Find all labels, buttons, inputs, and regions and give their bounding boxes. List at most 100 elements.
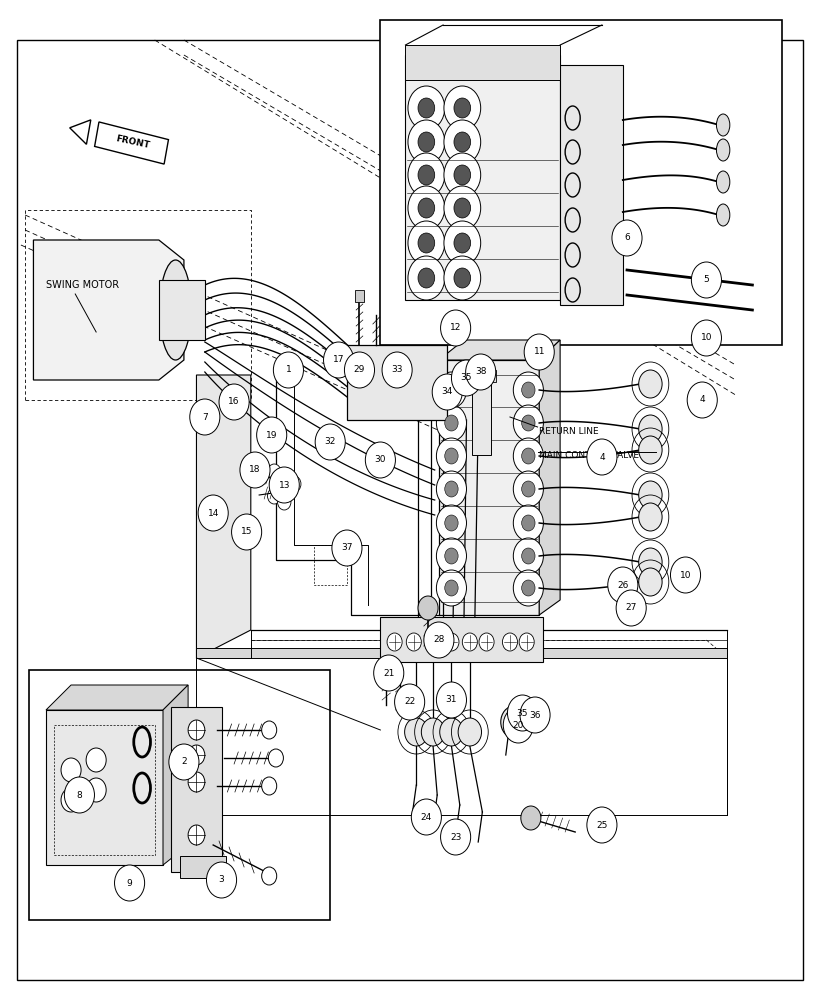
Text: 27: 27: [625, 603, 637, 612]
Circle shape: [169, 744, 199, 780]
Circle shape: [418, 268, 435, 288]
Circle shape: [288, 476, 301, 492]
Text: 13: 13: [278, 481, 290, 489]
Circle shape: [278, 494, 291, 510]
Circle shape: [608, 567, 638, 603]
Circle shape: [639, 370, 662, 398]
Circle shape: [408, 186, 445, 230]
Circle shape: [432, 374, 462, 410]
Circle shape: [115, 865, 145, 901]
Text: 10: 10: [701, 334, 712, 342]
Circle shape: [503, 707, 533, 743]
Text: 17: 17: [333, 356, 344, 364]
Text: 35: 35: [461, 373, 472, 382]
Text: 33: 33: [391, 365, 403, 374]
Text: 26: 26: [617, 580, 629, 589]
Polygon shape: [439, 360, 539, 615]
Text: 20: 20: [512, 720, 524, 730]
Circle shape: [522, 548, 535, 564]
Text: 10: 10: [680, 570, 691, 580]
Text: 24: 24: [421, 812, 432, 822]
Bar: [180, 856, 226, 878]
Circle shape: [436, 505, 466, 541]
Circle shape: [639, 436, 662, 464]
Circle shape: [408, 256, 445, 300]
Circle shape: [444, 256, 481, 300]
Bar: [29, 670, 330, 920]
Circle shape: [374, 655, 404, 691]
Circle shape: [418, 165, 435, 185]
Circle shape: [445, 548, 458, 564]
Circle shape: [418, 198, 435, 218]
Text: 31: 31: [446, 696, 457, 704]
Ellipse shape: [716, 171, 730, 193]
Circle shape: [454, 165, 471, 185]
Text: 12: 12: [450, 324, 461, 332]
Polygon shape: [196, 648, 727, 658]
Polygon shape: [163, 685, 188, 865]
Bar: [380, 20, 782, 345]
Bar: [472, 380, 491, 455]
Circle shape: [240, 452, 270, 488]
Polygon shape: [33, 240, 184, 380]
Text: 38: 38: [475, 367, 487, 376]
Circle shape: [418, 132, 435, 152]
Text: 4: 4: [599, 452, 604, 462]
Circle shape: [188, 772, 205, 792]
Text: 2: 2: [181, 758, 186, 766]
Circle shape: [451, 360, 482, 396]
Circle shape: [190, 399, 220, 435]
Bar: [355, 290, 364, 302]
Text: 32: 32: [324, 438, 336, 446]
Circle shape: [219, 384, 249, 420]
Circle shape: [454, 198, 471, 218]
Circle shape: [454, 233, 471, 253]
Circle shape: [445, 580, 458, 596]
Text: 23: 23: [450, 832, 461, 842]
Circle shape: [61, 788, 81, 812]
Circle shape: [687, 382, 717, 418]
Circle shape: [198, 495, 228, 531]
Text: 7: 7: [202, 412, 207, 422]
Circle shape: [445, 382, 458, 398]
Polygon shape: [196, 375, 251, 658]
Circle shape: [421, 718, 445, 746]
Circle shape: [587, 807, 617, 843]
Circle shape: [444, 120, 481, 164]
Text: 37: 37: [341, 544, 353, 552]
Circle shape: [408, 153, 445, 197]
Circle shape: [444, 633, 459, 651]
Text: 28: 28: [433, 636, 445, 645]
Circle shape: [262, 721, 277, 739]
Circle shape: [440, 718, 463, 746]
Bar: [466, 370, 496, 382]
Circle shape: [616, 590, 646, 626]
Text: 1: 1: [286, 365, 291, 374]
Circle shape: [587, 439, 617, 475]
Text: 14: 14: [207, 508, 219, 518]
Circle shape: [436, 372, 466, 408]
Text: 3: 3: [219, 876, 224, 884]
Circle shape: [612, 220, 642, 256]
Circle shape: [441, 310, 471, 346]
Ellipse shape: [716, 114, 730, 136]
Circle shape: [387, 633, 402, 651]
Circle shape: [441, 819, 471, 855]
Polygon shape: [439, 340, 560, 360]
Bar: [347, 345, 447, 420]
Circle shape: [479, 633, 494, 651]
Circle shape: [691, 320, 721, 356]
Circle shape: [513, 570, 543, 606]
Circle shape: [445, 481, 458, 497]
Circle shape: [395, 684, 425, 720]
Circle shape: [691, 262, 721, 298]
Text: SWING MOTOR: SWING MOTOR: [46, 280, 119, 290]
Polygon shape: [69, 120, 91, 144]
Text: RETURN LINE: RETURN LINE: [539, 428, 599, 436]
Circle shape: [445, 448, 458, 464]
Circle shape: [522, 382, 535, 398]
Circle shape: [332, 530, 362, 566]
Circle shape: [268, 488, 281, 504]
Text: 30: 30: [375, 456, 386, 464]
Circle shape: [418, 98, 435, 118]
